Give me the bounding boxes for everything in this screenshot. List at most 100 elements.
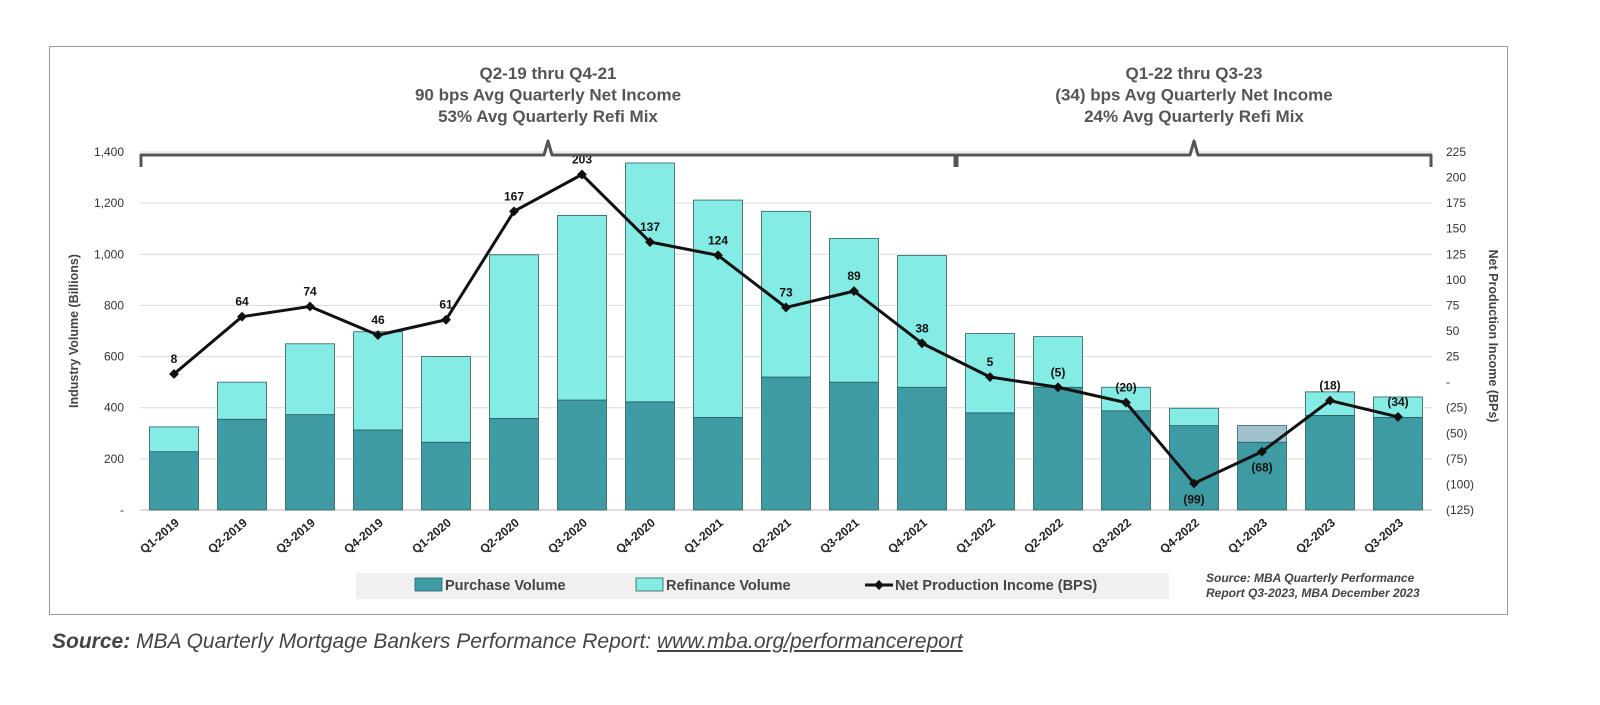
period-annotation-line: Q1-22 thru Q3-23 [1126,64,1263,83]
x-tick-label: Q2-2023 [1293,515,1338,556]
refinance-volume-bar [353,331,403,431]
y-tick-label-right: 75 [1446,298,1460,312]
net-income-data-label: (18) [1319,379,1340,393]
refinance-volume-bar [217,381,267,420]
period-annotation-line: Q2-19 thru Q4-21 [480,64,617,83]
x-tick-label: Q4-2020 [613,515,658,556]
net-income-data-label: 5 [987,355,994,369]
net-income-data-label: 8 [171,352,178,366]
source-text: MBA Quarterly Mortgage Bankers Performan… [136,630,657,653]
purchase-volume-bar [761,376,811,511]
legend-swatch-purchase [414,577,443,592]
y-tick-label-right: 200 [1446,171,1466,185]
purchase-volume-bar [149,451,199,511]
net-production-income-marker [781,302,791,313]
purchase-volume-bar [557,399,607,511]
net-income-data-label: (68) [1251,461,1272,475]
refinance-volume-bar [1169,407,1219,427]
legend-box [356,573,1169,599]
x-tick-label: Q1-2020 [409,515,454,556]
chart-source-note: Source: MBA Quarterly Performance [1206,571,1415,585]
net-production-income-marker [645,237,655,247]
net-production-income-marker [1189,478,1199,489]
y-tick-label-left: - [120,503,124,517]
y-tick-label-right: 175 [1446,196,1466,210]
y-tick-label-right: (100) [1446,477,1474,491]
period-bracket [955,139,1433,167]
period-annotation-line: (34) bps Avg Quarterly Net Income [1055,86,1332,105]
refinance-volume-bar [285,343,335,416]
net-income-data-label: (5) [1051,365,1066,379]
net-income-data-label: 89 [847,269,861,283]
x-tick-label: Q2-2022 [1021,515,1066,556]
y-axis-title-left: Industry Volume (Billions) [67,254,81,408]
net-production-income-marker [441,314,451,325]
x-tick-label: Q2-2019 [205,515,250,556]
net-income-data-label: 74 [303,284,317,298]
purchase-volume-bar [693,417,743,511]
net-income-data-label: 61 [439,298,453,312]
net-production-income-marker [1053,382,1063,393]
y-tick-label-right: 225 [1446,145,1466,159]
y-tick-label-right: (25) [1446,401,1467,415]
period-annotation-line: 90 bps Avg Quarterly Net Income [415,86,681,105]
purchase-volume-bar [829,381,879,511]
y-axis-title-right: Net Production Income (BPs) [1486,250,1500,423]
y-tick-label-left: 800 [104,298,124,312]
x-tick-label: Q1-2021 [681,515,726,556]
x-tick-label: Q2-2020 [477,515,522,556]
refinance-volume-bar [761,210,811,378]
refinance-volume-bar [897,255,947,388]
y-tick-label-left: 200 [104,452,124,466]
x-tick-label: Q3-2023 [1361,515,1406,556]
purchase-volume-bar [285,414,335,511]
x-tick-label: Q3-2021 [817,515,862,556]
net-production-income-marker [917,338,927,349]
refinance-volume-bar [829,238,879,383]
legend-swatch-net-income-marker [874,580,884,590]
period-bracket [139,139,957,167]
refinance-volume-bar [1033,336,1083,388]
y-tick-label-left: 400 [104,401,124,415]
net-income-data-label: (99) [1183,492,1204,506]
net-production-income-marker [1257,446,1267,457]
y-tick-label-left: 1,200 [94,196,124,210]
net-production-income-marker [849,286,859,297]
net-income-data-label: 73 [779,285,793,299]
y-tick-label-right: 100 [1446,273,1466,287]
y-tick-label-right: (50) [1446,426,1467,440]
source-link[interactable]: www.mba.org/performancereport [656,630,963,653]
net-income-data-label: 137 [640,220,660,234]
x-tick-label: Q1-2019 [137,515,182,556]
purchase-volume-bar [489,418,539,511]
purchase-volume-bar [1033,386,1083,511]
refinance-volume-bar [489,254,539,419]
net-income-data-label: (34) [1387,395,1408,409]
purchase-volume-bar [217,418,267,511]
x-tick-label: Q1-2023 [1225,515,1270,556]
net-production-income-marker [577,169,587,180]
purchase-volume-bar [897,386,947,511]
purchase-volume-bar [421,441,471,511]
refinance-volume-bar [557,215,607,401]
net-income-data-label: (20) [1115,381,1136,395]
refinance-volume-bar [625,162,675,403]
legend-label-purchase: Purchase Volume [445,578,566,594]
legend-swatch-refinance [635,577,664,592]
x-tick-label: Q2-2021 [749,515,794,556]
net-income-data-label: 64 [235,295,249,309]
y-tick-label-right: 150 [1446,222,1466,236]
purchase-volume-bar [965,412,1015,511]
net-production-income-marker [305,301,315,312]
net-production-income-marker [509,206,519,217]
period-annotation-line: 53% Avg Quarterly Refi Mix [438,107,658,126]
y-tick-label-right: 50 [1446,324,1460,338]
legend-label-net-income: Net Production Income (BPS) [895,578,1097,594]
purchase-volume-bar [353,429,403,511]
source-label: Source: [52,630,131,653]
period-annotation-line: 24% Avg Quarterly Refi Mix [1084,107,1304,126]
net-production-income-marker [713,250,723,261]
y-tick-label-left: 1,000 [94,247,124,261]
net-production-income-marker [985,372,995,382]
